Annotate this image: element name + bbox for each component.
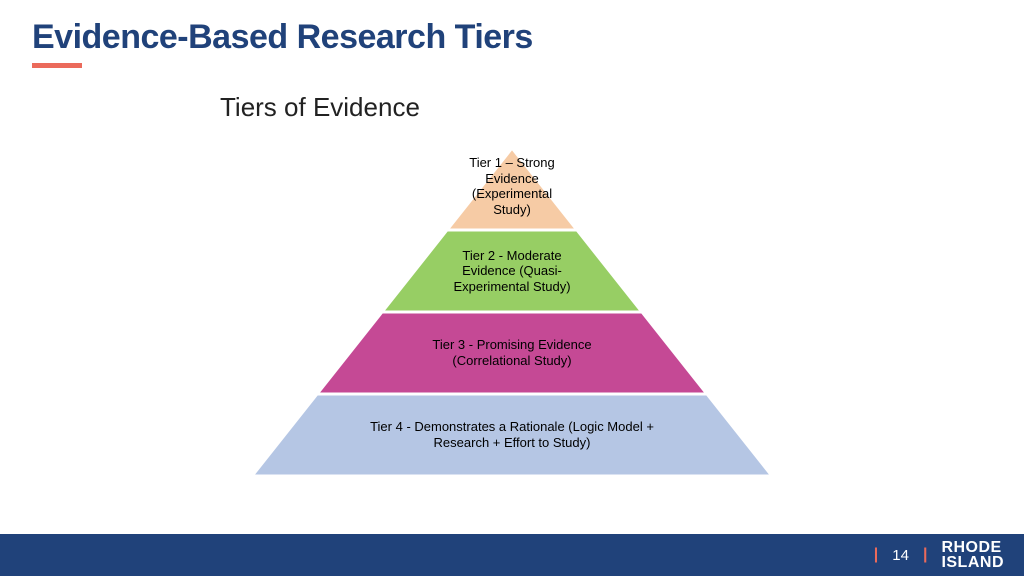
pyramid-tier-3: Tier 3 - Promising Evidence(Correlationa… [317, 312, 707, 394]
footer-bar: | 14 | RHODE ISLAND [0, 534, 1024, 576]
title-block: Evidence-Based Research Tiers [32, 18, 533, 68]
footer-separator: | [923, 546, 927, 564]
page-number: 14 [892, 547, 909, 564]
pyramid-tier-4: Tier 4 - Demonstrates a Rationale (Logic… [252, 394, 772, 476]
title-underline [32, 63, 82, 68]
pyramid-tier-shape [317, 312, 707, 394]
pyramid-tier-2: Tier 2 - ModerateEvidence (Quasi-Experim… [382, 230, 642, 312]
brand-line1: RHODE [941, 540, 1004, 555]
brand-line2: ISLAND [941, 555, 1004, 570]
pyramid-tier-shape [252, 394, 772, 476]
footer-separator: | [874, 546, 878, 564]
pyramid-tier-shape [382, 230, 642, 312]
brand-logo: RHODE ISLAND [941, 540, 1004, 570]
pyramid-tier-shape [447, 148, 577, 230]
evidence-pyramid: Tier 1 – StrongEvidence(ExperimentalStud… [252, 148, 772, 478]
subtitle: Tiers of Evidence [220, 92, 420, 123]
subtitle-block: Tiers of Evidence [220, 92, 420, 123]
slide-title: Evidence-Based Research Tiers [32, 18, 533, 57]
pyramid-tier-1: Tier 1 – StrongEvidence(ExperimentalStud… [447, 148, 577, 230]
